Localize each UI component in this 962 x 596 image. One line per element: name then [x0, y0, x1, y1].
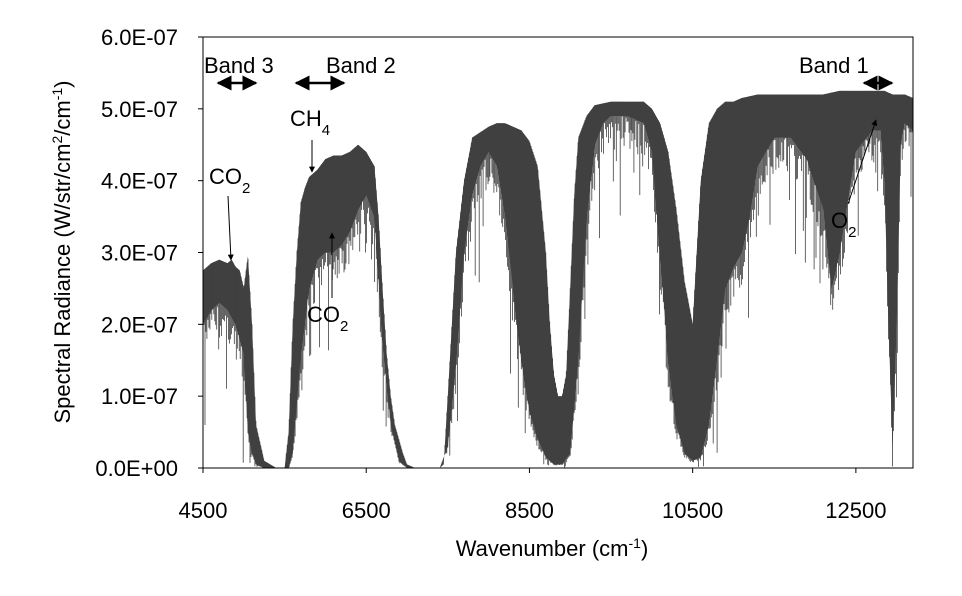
o2-label-sub: 2 [848, 224, 856, 241]
y-axis-label-mid: /cm [50, 100, 75, 135]
ch4-label-sub: 4 [322, 122, 330, 139]
x-axis-label-main: Wavenumber (cm [456, 536, 629, 561]
y-axis-label: Spectral Radiance (W/str/cm2/cm-1) [49, 81, 75, 424]
co2-left-label-main: CO [209, 164, 242, 189]
co2-middle-label-sub: 2 [340, 318, 348, 335]
y-tick-label: 6.0E-07 [101, 25, 178, 50]
x-tick-label: 8500 [505, 498, 554, 523]
band-1-annotation: Band 1 [799, 53, 894, 91]
x-tick-label: 10500 [662, 498, 723, 523]
plot-area [202, 36, 914, 469]
y-axis-label-sup2: -1 [49, 88, 65, 101]
x-axis: 4500 6500 8500 10500 12500 [179, 468, 886, 523]
x-axis-label-tail: ) [641, 536, 648, 561]
o2-label: O2 [831, 208, 856, 241]
y-tick-label: 2.0E-07 [101, 312, 178, 337]
ch4-annotation: CH4 [290, 106, 330, 173]
y-tick-label: 1.0E-07 [101, 384, 178, 409]
y-tick-label: 3.0E-07 [101, 241, 178, 266]
band-1-label: Band 1 [799, 53, 869, 78]
y-tick-label: 4.0E-07 [101, 169, 178, 194]
co2-middle-annotation: CO2 [307, 232, 348, 335]
absorption-lines [202, 90, 914, 468]
x-axis-label: Wavenumber (cm-1) [456, 535, 649, 561]
y-tick-label: 5.0E-07 [101, 97, 178, 122]
x-tick-label: 4500 [179, 498, 228, 523]
ch4-label: CH4 [290, 106, 330, 139]
co2-left-annotation: CO2 [209, 164, 250, 261]
o2-annotation: O2 [831, 119, 878, 241]
co2-middle-label-main: CO [307, 302, 340, 327]
ch4-label-main: CH [290, 106, 322, 131]
y-axis: 0.0E+00 1.0E-07 2.0E-07 3.0E-07 4.0E-07 5.0E-… [95, 25, 203, 481]
y-axis-label-main: Spectral Radiance (W/str/cm [50, 144, 75, 424]
band-2-label: Band 2 [326, 53, 396, 78]
y-axis-label-sup1: 2 [49, 136, 65, 144]
co2-left-arrow [227, 195, 234, 261]
co2-left-label: CO2 [209, 164, 250, 197]
co2-left-label-sub: 2 [242, 180, 250, 197]
y-tick-label: 0.0E+00 [95, 456, 178, 481]
y-axis-label-tail: ) [50, 81, 75, 88]
o2-label-main: O [831, 208, 848, 233]
x-tick-label: 6500 [342, 498, 391, 523]
annotations: Band 3 Band 2 Band 1 CH4 CO2 CO2 [204, 53, 894, 335]
x-axis-label-sup: -1 [629, 535, 642, 551]
band-3-label: Band 3 [204, 53, 274, 78]
band-3-annotation: Band 3 [204, 53, 274, 91]
x-tick-label: 12500 [825, 498, 886, 523]
o2-arrow [847, 119, 878, 205]
band-2-annotation: Band 2 [294, 53, 396, 91]
co2-middle-label: CO2 [307, 302, 348, 335]
